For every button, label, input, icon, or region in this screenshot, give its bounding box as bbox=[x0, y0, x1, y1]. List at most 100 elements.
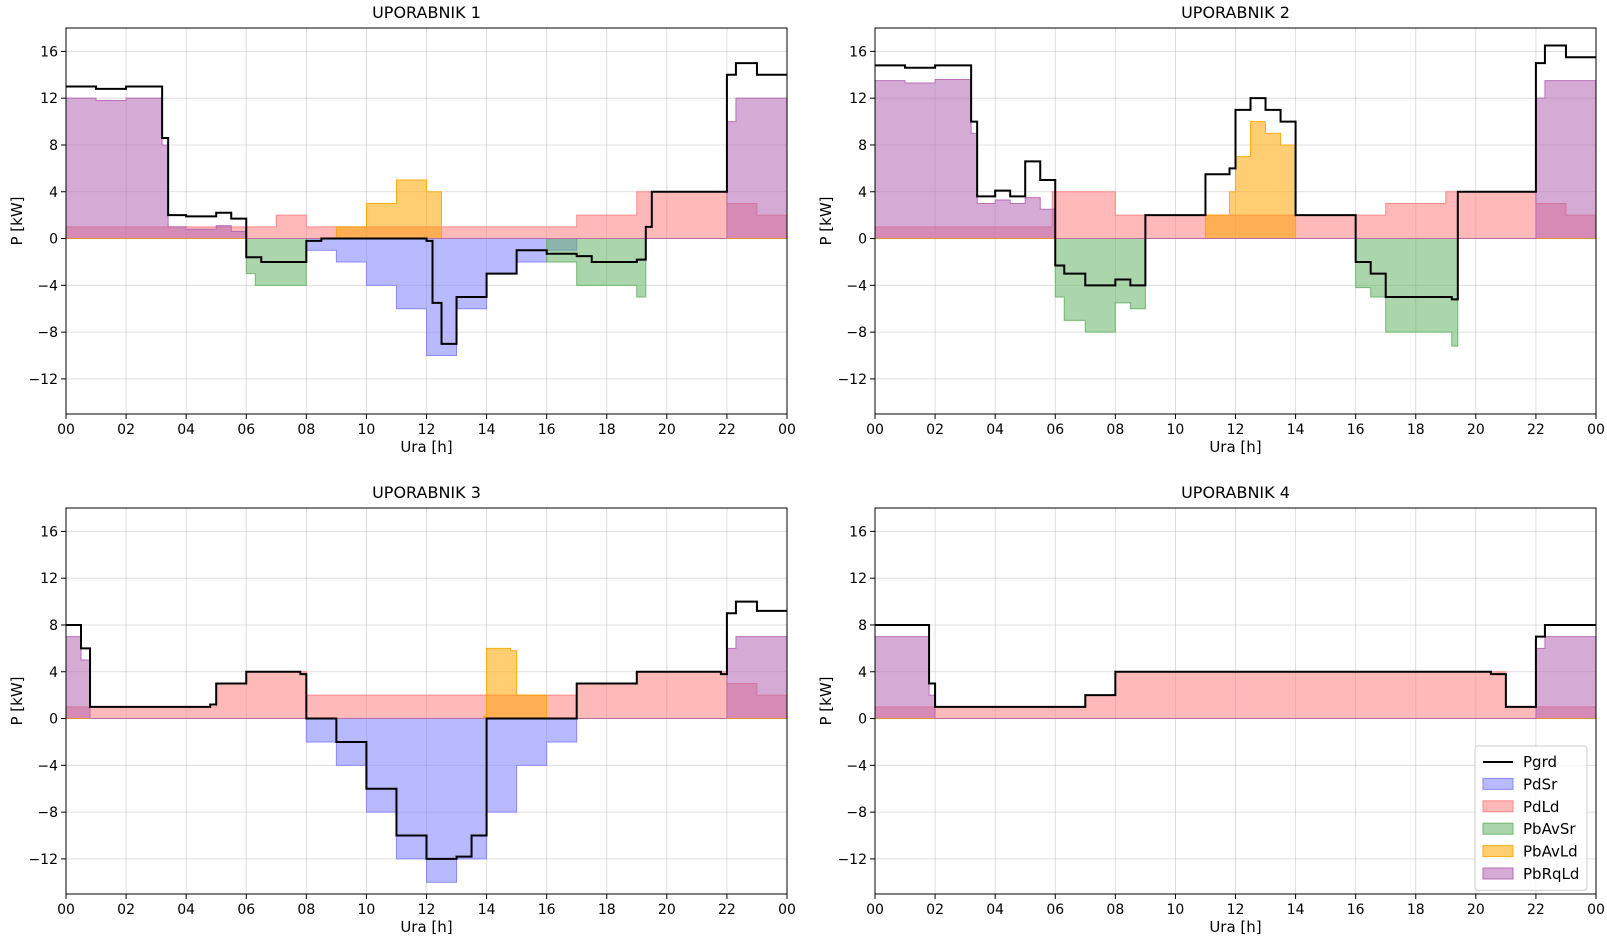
subplot-1: 00 02 04 06 08 10 12 14 16 18 20 22 00−12−8−40481216… bbox=[8, 3, 796, 456]
y-tick-label: 0 bbox=[858, 232, 867, 248]
y-tick-label: 12 bbox=[40, 91, 58, 107]
x-tick-label: 14 bbox=[478, 422, 496, 438]
x-axis-label: Ura [h] bbox=[400, 918, 452, 936]
legend: Pgrd PdSr PdLd PbAvSr PbAvLd PbRqLd bbox=[1474, 745, 1588, 891]
legend-label-pdsr: PdSr bbox=[1523, 775, 1558, 793]
series-area-pbrqld bbox=[66, 98, 787, 239]
y-tick-label: −12 bbox=[28, 372, 58, 388]
y-tick-label: 16 bbox=[40, 524, 58, 540]
subplot-3: 00 02 04 06 08 10 12 14 16 18 20 22 00−12−8−40481216… bbox=[8, 483, 796, 936]
x-tick-label: 02 bbox=[117, 902, 135, 918]
y-tick-label: −12 bbox=[837, 852, 867, 868]
y-tick-label: 8 bbox=[49, 138, 58, 154]
x-tick-label: 08 bbox=[297, 422, 315, 438]
chart-title: UPORABNIK 4 bbox=[1181, 483, 1290, 502]
y-tick-label: 12 bbox=[849, 91, 867, 107]
y-tick-label: 4 bbox=[49, 185, 58, 201]
legend-swatch-pbavld bbox=[1482, 845, 1514, 858]
series-area-pbrqld bbox=[875, 79, 1596, 239]
y-tick-label: −12 bbox=[837, 372, 867, 388]
x-tick-label: 04 bbox=[177, 422, 195, 438]
y-tick-label: −8 bbox=[846, 805, 867, 821]
x-tick-label: 02 bbox=[926, 902, 944, 918]
series-edge-pbavld bbox=[66, 647, 787, 720]
x-tick-label: 04 bbox=[177, 902, 195, 918]
x-tick-label: 12 bbox=[418, 902, 436, 918]
x-tick-label: 18 bbox=[598, 422, 616, 438]
x-tick-label: 00 bbox=[778, 422, 796, 438]
x-tick-label: 02 bbox=[926, 422, 944, 438]
x-tick-label: 02 bbox=[117, 422, 135, 438]
series-line-pgrd bbox=[66, 62, 787, 345]
x-tick-label: 12 bbox=[1227, 902, 1245, 918]
series-edge-pdsr bbox=[66, 718, 787, 883]
x-tick-label: 20 bbox=[658, 422, 676, 438]
y-tick-label: −8 bbox=[37, 805, 58, 821]
y-tick-label: 12 bbox=[40, 571, 58, 587]
legend-label-pdld: PdLd bbox=[1523, 798, 1559, 816]
x-axis-label: Ura [h] bbox=[1209, 918, 1261, 936]
y-tick-label: 16 bbox=[849, 44, 867, 60]
series-line-pgrd bbox=[66, 600, 787, 860]
y-tick-label: 4 bbox=[858, 665, 867, 681]
x-tick-label: 08 bbox=[297, 902, 315, 918]
x-tick-label: 16 bbox=[1347, 422, 1365, 438]
x-axis-label: Ura [h] bbox=[400, 438, 452, 456]
y-axis-label: P [kW] bbox=[817, 196, 835, 245]
series-edge-pbavld bbox=[875, 121, 1596, 240]
y-tick-label: −8 bbox=[846, 325, 867, 341]
x-tick-label: 14 bbox=[1287, 422, 1305, 438]
x-tick-label: 12 bbox=[1227, 422, 1245, 438]
legend-label-pgrd: Pgrd bbox=[1523, 753, 1557, 771]
y-tick-label: −4 bbox=[846, 758, 867, 774]
x-tick-label: 00 bbox=[866, 902, 884, 918]
x-tick-label: 22 bbox=[1527, 902, 1545, 918]
y-tick-label: 4 bbox=[49, 665, 58, 681]
subplot-2: 00 02 04 06 08 10 12 14 16 18 20 22 00−12−8−40481216… bbox=[817, 3, 1605, 456]
x-tick-label: 20 bbox=[1467, 902, 1485, 918]
x-tick-label: 10 bbox=[1167, 422, 1185, 438]
y-tick-label: −12 bbox=[28, 852, 58, 868]
legend-label-pbrqld: PbRqLd bbox=[1523, 865, 1579, 883]
series-edge-pbrqld bbox=[875, 78, 1596, 240]
x-tick-label: 16 bbox=[538, 422, 556, 438]
series-area-pbavld bbox=[66, 180, 787, 239]
x-tick-label: 00 bbox=[866, 422, 884, 438]
legend-swatch-pbavsr bbox=[1482, 822, 1514, 835]
y-axis-label: P [kW] bbox=[8, 196, 26, 245]
y-tick-label: 0 bbox=[858, 712, 867, 728]
x-tick-label: 18 bbox=[598, 902, 616, 918]
series-area-pdld bbox=[875, 671, 1596, 719]
legend-label-pbavld: PbAvLd bbox=[1523, 843, 1578, 861]
y-tick-label: 8 bbox=[49, 618, 58, 634]
x-tick-label: 08 bbox=[1106, 422, 1124, 438]
chart-title: UPORABNIK 1 bbox=[372, 3, 481, 22]
x-tick-label: 16 bbox=[1347, 902, 1365, 918]
x-tick-label: 10 bbox=[1167, 902, 1185, 918]
y-tick-label: −4 bbox=[37, 278, 58, 294]
y-tick-label: 0 bbox=[49, 232, 58, 248]
y-tick-label: 8 bbox=[858, 138, 867, 154]
series-area-pdsr bbox=[66, 718, 787, 883]
x-tick-label: 00 bbox=[778, 902, 796, 918]
x-tick-label: 04 bbox=[986, 902, 1004, 918]
y-tick-label: −4 bbox=[37, 758, 58, 774]
x-tick-label: 18 bbox=[1407, 902, 1425, 918]
subplot-4: 00 02 04 06 08 10 12 14 16 18 20 22 00−12−8−40481216… bbox=[817, 483, 1605, 936]
series-line-pgrd bbox=[875, 623, 1596, 708]
x-tick-label: 04 bbox=[986, 422, 1004, 438]
x-tick-label: 00 bbox=[57, 902, 75, 918]
y-tick-label: 8 bbox=[858, 618, 867, 634]
x-tick-label: 22 bbox=[718, 422, 736, 438]
x-tick-label: 06 bbox=[1046, 902, 1064, 918]
series-area-pdsr bbox=[66, 238, 787, 356]
y-tick-label: 12 bbox=[849, 571, 867, 587]
y-tick-label: −8 bbox=[37, 325, 58, 341]
x-tick-label: 14 bbox=[1287, 902, 1305, 918]
series-edge-pbavld bbox=[66, 179, 787, 240]
x-axis-label: Ura [h] bbox=[1209, 438, 1261, 456]
x-tick-label: 20 bbox=[1467, 422, 1485, 438]
y-tick-label: −4 bbox=[846, 278, 867, 294]
x-tick-label: 22 bbox=[1527, 422, 1545, 438]
